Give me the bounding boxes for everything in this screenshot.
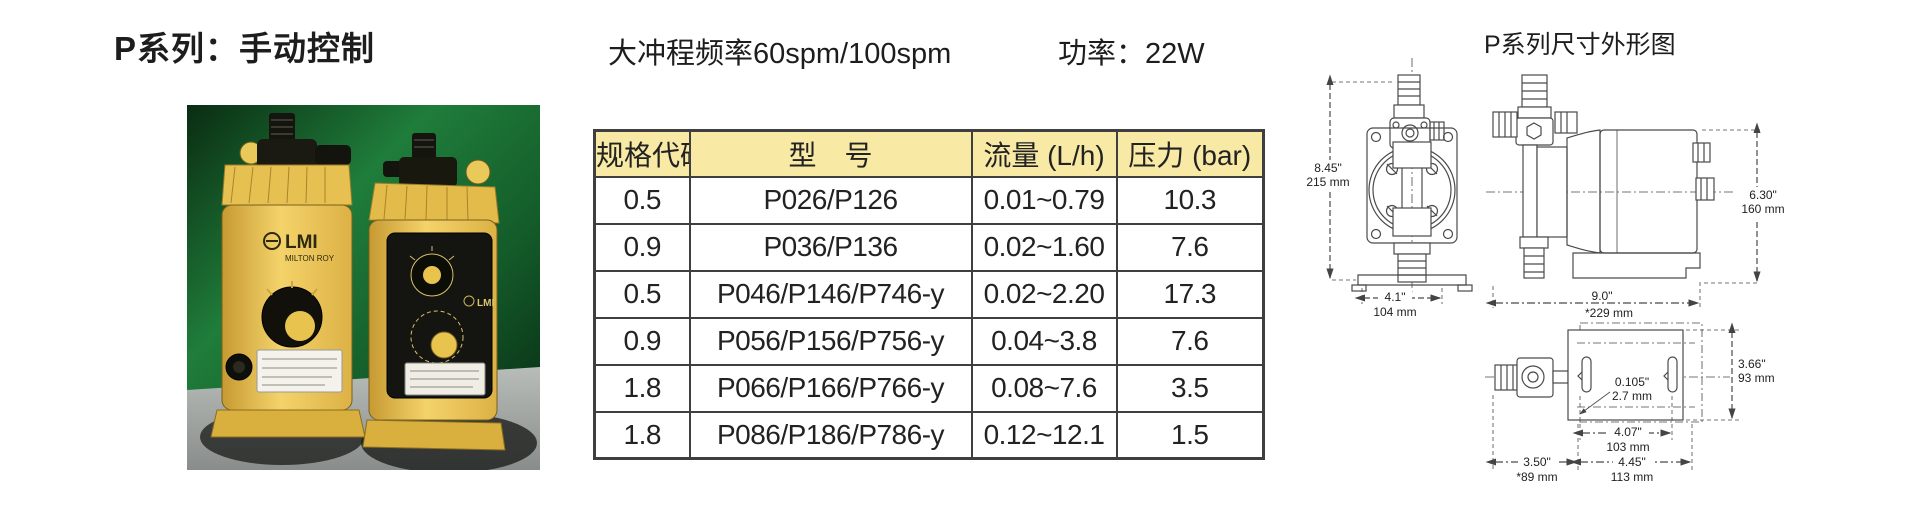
dimension-drawing-svg: 8.45" 215 mm 4.1" 104 mm — [1302, 58, 1787, 484]
table-row: 1.8 P066/P166/P766-y 0.08~7.6 3.5 — [593, 363, 1265, 413]
front-view-drawing: 8.45" 215 mm 4.1" 104 mm — [1302, 58, 1473, 319]
table-row: 0.9 P056/P156/P756-y 0.04~3.8 7.6 — [593, 316, 1265, 366]
table-cell: 1.8 — [593, 363, 691, 413]
spec-label — [256, 349, 343, 393]
table-cell: 10.3 — [1115, 175, 1265, 225]
table-cell: P036/P136 — [688, 222, 973, 272]
dimension-label: 3.66" — [1738, 357, 1766, 371]
dimension-label: *229 mm — [1585, 306, 1633, 320]
table-cell: P056/P156/P756-y — [688, 316, 973, 366]
brand-logo-text-right: LMI — [477, 298, 494, 309]
table-cell: 1.5 — [1115, 410, 1265, 460]
table-row: 1.8 P086/P186/P786-y 0.12~12.1 1.5 — [593, 410, 1265, 460]
dimension-label: 6.30" — [1749, 188, 1777, 202]
table-cell: P066/P166/P766-y — [688, 363, 973, 413]
spec-table: 规格代码型 号流量 (L/h)压力 (bar) 0.5P026/P1260.01… — [593, 129, 1265, 460]
table-cell: P046/P146/P746-y — [688, 269, 973, 319]
dimension-drawings: 8.45" 215 mm 4.1" 104 mm — [1280, 40, 1920, 500]
stroke-frequency-value: 60spm/100spm — [753, 38, 952, 70]
table-cell: P086/P186/P786-y — [688, 410, 973, 460]
table-cell: 17.3 — [1115, 269, 1265, 319]
table-cell: 0.02~1.60 — [970, 222, 1118, 272]
table-cell: 0.04~3.8 — [970, 316, 1118, 366]
table-cell: 0.02~2.20 — [970, 269, 1118, 319]
dimension-label: 0.105" — [1615, 375, 1649, 389]
table-cell: 0.01~0.79 — [970, 175, 1118, 225]
table-body: 0.5 P026/P126 0.01~0.79 10.3 0.9 P036/P136 0.0… — [593, 175, 1265, 460]
table-cell: 0.08~7.6 — [970, 363, 1118, 413]
table-cell: 0.12~12.1 — [970, 410, 1118, 460]
dimension-label: 3.50" — [1523, 455, 1551, 469]
page-title: P系列：手动控制 — [114, 30, 376, 67]
table-row: 0.5 P046/P146/P746-y 0.02~2.20 17.3 — [593, 269, 1265, 319]
mounting-slot — [1667, 356, 1678, 393]
table-cell: 7.6 — [1115, 222, 1265, 272]
stroke-frequency-label: 大冲程频率 — [608, 38, 754, 70]
table-cell: 1.8 — [593, 410, 691, 460]
power-spec: 功率：22W — [1058, 30, 1205, 72]
dimension-drawing-title: P系列尺寸外形图 — [1484, 31, 1676, 59]
table-cell: 7.6 — [1115, 316, 1265, 366]
table-cell: 0.5 — [593, 269, 691, 319]
power-label: 功率： — [1058, 38, 1146, 70]
dimension-label: 215 mm — [1306, 175, 1349, 189]
dimension-label: 103 mm — [1606, 440, 1649, 454]
dimension-label: 93 mm — [1738, 371, 1775, 385]
pump-left: LMI MILTON ROY — [210, 113, 366, 438]
power-value: 22W — [1145, 38, 1205, 70]
stroke-dial-knob — [430, 331, 458, 359]
column-header: 型 号 — [688, 129, 973, 178]
brand-sub-text: MILTON ROY — [285, 254, 335, 263]
mounting-slot — [1581, 356, 1592, 393]
dimension-label: 2.7 mm — [1612, 389, 1652, 403]
stroke-frequency-spec: 大冲程频率60spm/100spm — [608, 30, 951, 72]
table-cell: 0.5 — [593, 175, 691, 225]
dimension-label: 9.0" — [1592, 289, 1613, 303]
table-cell: P026/P126 — [688, 175, 973, 225]
stroke-dial-ring — [410, 310, 464, 364]
valve-fitting — [465, 159, 491, 185]
pump-photo-illustration: LMI MILTON ROY — [187, 105, 540, 473]
column-header: 压力 (bar) — [1115, 129, 1265, 178]
side-view-drawing: 6.30" 160 mm 9.0" *229 mm — [1485, 74, 1787, 320]
dimension-label: 8.45" — [1314, 161, 1342, 175]
table-row: 0.5 P026/P126 0.01~0.79 10.3 — [593, 175, 1265, 225]
column-header: 流量 (L/h) — [970, 129, 1118, 178]
dimension-label: 104 mm — [1373, 305, 1416, 319]
dimension-label: 113 mm — [1611, 470, 1653, 484]
table-header-row: 规格代码型 号流量 (L/h)压力 (bar) — [593, 129, 1265, 178]
table-cell: 0.9 — [593, 222, 691, 272]
dimension-label: 4.1" — [1385, 290, 1406, 304]
column-header: 规格代码 — [593, 129, 691, 178]
brand-logo-text: LMI — [285, 232, 318, 253]
dimension-label: 4.07" — [1614, 425, 1642, 439]
dimension-label: 160 mm — [1741, 202, 1784, 216]
table-row: 0.9 P036/P136 0.02~1.60 7.6 — [593, 222, 1265, 272]
dimension-label: *89 mm — [1516, 470, 1557, 484]
product-photo: LMI MILTON ROY — [187, 105, 540, 473]
table-cell: 0.9 — [593, 316, 691, 366]
dimension-label: 4.45" — [1618, 455, 1646, 469]
pump-right: LMI — [362, 133, 506, 451]
top-view-drawing: 0.105" 2.7 mm 3.66" 93 mm 4.07" 103 mm — [1485, 322, 1782, 484]
table-cell: 3.5 — [1115, 363, 1265, 413]
